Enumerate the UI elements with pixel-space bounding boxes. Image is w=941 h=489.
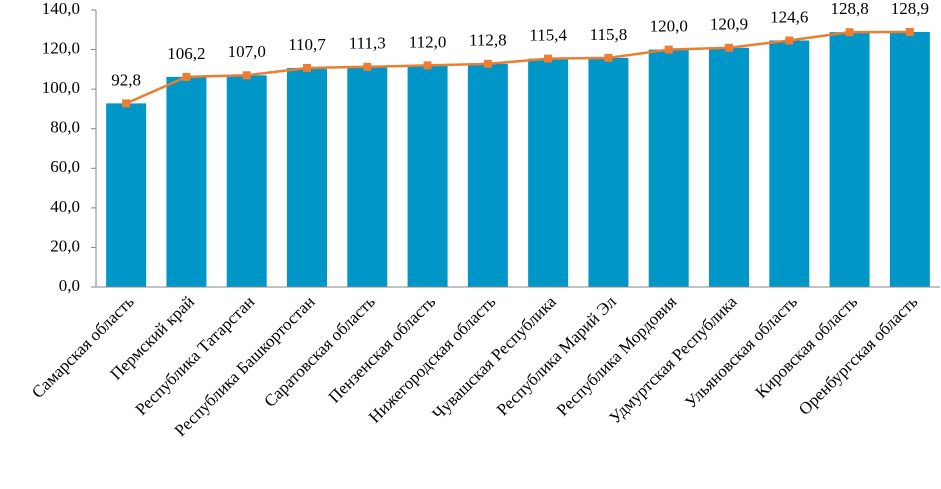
x-tick-label: Республика Марий Эл [493, 292, 621, 420]
value-label: 128,9 [891, 0, 929, 18]
bar [166, 76, 207, 287]
bar [347, 66, 388, 287]
value-label: 107,0 [228, 42, 266, 61]
bar [709, 47, 749, 288]
value-label: 120,9 [710, 15, 748, 34]
bar [648, 49, 689, 288]
bar [467, 63, 508, 288]
line-marker [785, 36, 794, 45]
value-label: 112,0 [409, 32, 447, 51]
bar [829, 32, 870, 287]
value-label: 124,6 [770, 7, 808, 26]
x-tick-label: Самарская область [28, 292, 138, 402]
line-marker [242, 71, 251, 80]
y-tick-label: 40,0 [50, 197, 80, 216]
y-tick-label: 100,0 [42, 78, 80, 97]
line-marker [303, 63, 311, 72]
line-marker [845, 28, 854, 37]
line-marker [725, 43, 733, 52]
x-tick-label: Республика Мордовия [553, 292, 681, 420]
bar [106, 103, 147, 287]
bar [588, 57, 629, 288]
x-tick-label: Республика Татарстан [132, 292, 259, 419]
x-tick-label: Оренбургская область [795, 292, 922, 419]
x-tick-label: Пензенская область [325, 292, 440, 407]
value-label: 106,2 [167, 44, 205, 63]
x-tick-label: Кировская область [752, 292, 862, 402]
line-marker [483, 59, 492, 68]
line-marker [664, 45, 673, 54]
value-label: 92,8 [111, 70, 141, 89]
line-marker [122, 99, 131, 108]
y-tick-label: 20,0 [50, 236, 80, 255]
bar [528, 58, 569, 288]
line [125, 30, 910, 105]
value-label: 115,4 [529, 26, 567, 45]
line-marker [544, 54, 553, 63]
x-tick-label: Ульяновская область [681, 292, 801, 412]
value-label: 128,8 [830, 0, 868, 18]
bar [889, 31, 930, 287]
line-marker [363, 62, 372, 71]
line-marker [423, 61, 432, 70]
y-tick-label: 140,0 [42, 0, 80, 18]
value-label: 115,8 [590, 25, 628, 44]
line-marker [604, 53, 613, 62]
value-label: 110,7 [288, 35, 326, 54]
bar [769, 40, 810, 287]
y-tick-label: 80,0 [50, 118, 80, 137]
y-tick-label: 120,0 [42, 38, 80, 57]
bar [407, 65, 448, 288]
bar [287, 67, 327, 288]
value-label: 112,8 [469, 31, 507, 50]
bar [226, 75, 267, 288]
value-label: 120,0 [650, 16, 688, 35]
line-marker [905, 27, 914, 36]
value-label: 111,3 [349, 34, 386, 53]
x-tick-label: Саратовская область [260, 292, 379, 411]
line-marker [182, 72, 191, 81]
y-tick-label: 60,0 [50, 157, 80, 176]
y-tick-label: 0,0 [59, 276, 80, 295]
